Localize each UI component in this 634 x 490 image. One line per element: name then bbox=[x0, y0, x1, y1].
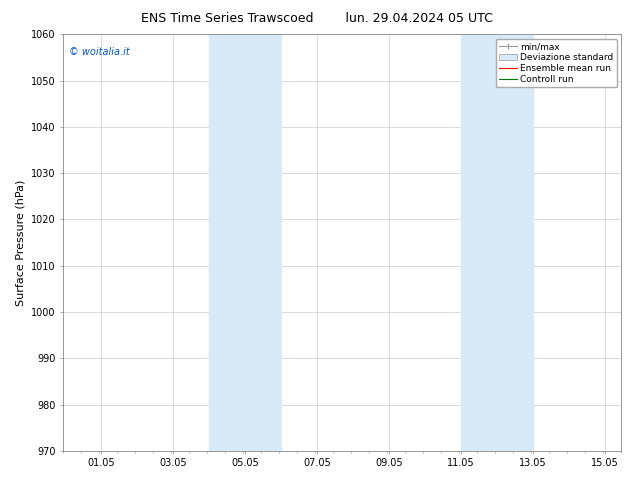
Y-axis label: Surface Pressure (hPa): Surface Pressure (hPa) bbox=[16, 179, 25, 306]
Bar bbox=[461, 34, 533, 451]
Legend: min/max, Deviazione standard, Ensemble mean run, Controll run: min/max, Deviazione standard, Ensemble m… bbox=[496, 39, 617, 87]
Text: ENS Time Series Trawscoed        lun. 29.04.2024 05 UTC: ENS Time Series Trawscoed lun. 29.04.202… bbox=[141, 12, 493, 25]
Text: © woitalia.it: © woitalia.it bbox=[69, 47, 130, 57]
Bar bbox=[209, 34, 281, 451]
